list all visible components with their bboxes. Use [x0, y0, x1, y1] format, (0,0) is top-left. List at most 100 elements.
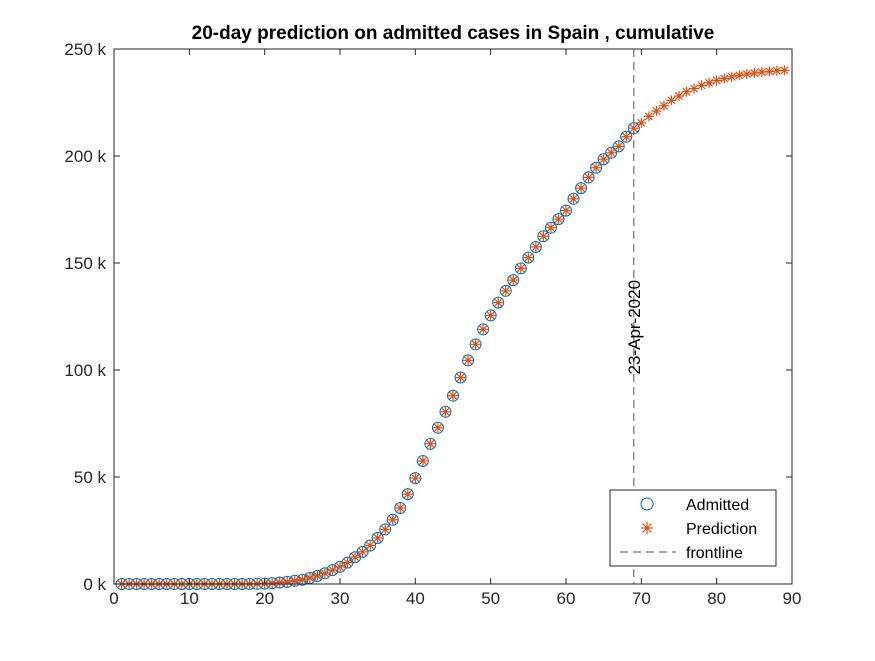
- prediction-point: [651, 106, 662, 117]
- x-tick-label: 90: [783, 589, 802, 608]
- prediction-point: [530, 241, 541, 252]
- admitted-point: [334, 560, 346, 573]
- prediction-point: [478, 324, 489, 335]
- prediction-point: [764, 66, 775, 77]
- annotation-layer: 23-Apr-2020: [625, 280, 644, 375]
- prediction-point: [719, 73, 730, 84]
- admitted-point: [394, 502, 407, 515]
- prediction-point: [666, 95, 677, 106]
- prediction-point: [387, 514, 398, 525]
- prediction-point: [267, 578, 278, 589]
- y-tick-label: 250 k: [64, 40, 106, 59]
- y-tick-label: 50 k: [74, 468, 107, 487]
- legend-circle-marker: [640, 497, 654, 511]
- x-tick-label: 60: [557, 589, 576, 608]
- prediction-point: [576, 183, 587, 194]
- prediction-point: [335, 561, 345, 572]
- admitted-point: [537, 230, 550, 243]
- prediction-point: [297, 574, 308, 585]
- admitted-point: [454, 371, 467, 384]
- admitted-point: [499, 284, 512, 297]
- x-tick-label: 0: [109, 589, 118, 608]
- admitted-point: [627, 122, 640, 135]
- admitted-point: [477, 323, 490, 336]
- x-tick-label: 20: [255, 589, 274, 608]
- admitted-point: [439, 405, 452, 418]
- y-tick-label: 200 k: [64, 147, 106, 166]
- admitted-point: [582, 171, 595, 184]
- prediction-point: [628, 123, 639, 134]
- admitted-point: [416, 454, 429, 467]
- prediction-point: [372, 532, 383, 543]
- prediction-point: [771, 65, 782, 76]
- admitted-point: [386, 513, 399, 526]
- x-tick-label: 50: [481, 589, 500, 608]
- prediction-point: [365, 540, 376, 551]
- prediction-point: [643, 111, 654, 122]
- prediction-point: [711, 75, 722, 86]
- prediction-point: [779, 65, 790, 76]
- admitted-point: [288, 574, 301, 587]
- prediction-point: [304, 573, 315, 584]
- prediction-point: [545, 222, 556, 233]
- legend-asterisk-marker: [641, 522, 653, 534]
- admitted-point: [431, 421, 444, 434]
- admitted-point: [597, 153, 610, 166]
- prediction-point: [741, 69, 752, 80]
- prediction-point: [425, 438, 436, 449]
- prediction-point: [568, 193, 579, 204]
- prediction-point: [357, 546, 368, 557]
- legend-box: [609, 489, 777, 567]
- prediction-point: [515, 263, 526, 274]
- admitted-point: [544, 221, 557, 234]
- admitted-point: [575, 182, 588, 195]
- admitted-point: [462, 354, 475, 367]
- x-tick-label: 40: [406, 589, 425, 608]
- admitted-point: [605, 146, 618, 159]
- admitted-point: [514, 262, 527, 275]
- admitted-point: [612, 140, 625, 153]
- prediction-point: [432, 422, 443, 433]
- prediction-point: [538, 231, 549, 242]
- x-tick-label: 30: [331, 589, 350, 608]
- axis-layer: 0 10 20 30 40 50 60 70 80 90 0 k 50 k 100 k 150 k 200 …: [64, 40, 801, 608]
- admitted-point: [590, 161, 603, 174]
- admitted-point: [364, 539, 377, 552]
- prediction-point: [583, 172, 594, 183]
- legend-label-admitted: Admitted: [686, 497, 749, 514]
- prediction-point: [636, 117, 647, 128]
- prediction-point: [380, 524, 391, 535]
- prediction-point: [440, 406, 451, 417]
- admitted-point: [371, 531, 384, 544]
- x-tick-label: 70: [632, 589, 651, 608]
- prediction-point: [500, 285, 511, 296]
- chart-title: 20-day prediction on admitted cases in S…: [192, 23, 715, 44]
- prediction-point: [523, 252, 534, 263]
- prediction-point: [704, 77, 715, 88]
- admitted-point: [552, 213, 565, 226]
- prediction-point: [749, 67, 760, 78]
- x-tick-label: 10: [180, 589, 199, 608]
- admitted-point: [273, 576, 286, 589]
- prediction-point: [455, 372, 466, 383]
- admitted-point: [281, 575, 294, 588]
- admitted-point: [469, 338, 482, 351]
- admitted-point: [356, 545, 369, 558]
- prediction-point: [312, 570, 323, 581]
- admitted-point: [507, 274, 520, 287]
- prediction-point: [674, 91, 684, 102]
- admitted-point: [567, 192, 580, 205]
- plot-box: [113, 48, 793, 585]
- prediction-point: [553, 214, 564, 225]
- prediction-point: [606, 147, 617, 158]
- admitted-point: [379, 523, 392, 536]
- prediction-point: [756, 67, 767, 78]
- prediction-point: [681, 86, 692, 97]
- admitted-point: [620, 130, 633, 143]
- admitted-point: [529, 240, 542, 253]
- prediction-point: [621, 131, 632, 142]
- legend-label-frontline: frontline: [686, 545, 743, 562]
- y-tick-label: 150 k: [64, 254, 106, 273]
- prediction-point: [561, 205, 571, 216]
- prediction-point: [395, 503, 406, 514]
